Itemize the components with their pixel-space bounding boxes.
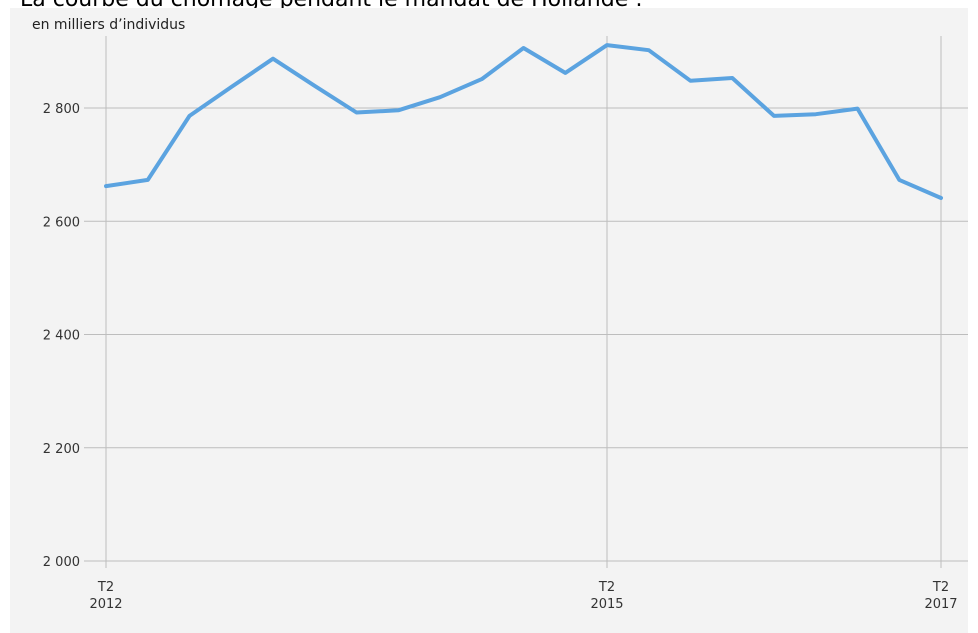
series-layer — [104, 43, 943, 200]
x-tick-year: 2012 — [89, 597, 122, 612]
x-tick-quarter: T2 — [97, 580, 114, 595]
x-tick-year: 2017 — [924, 597, 957, 612]
vertical-grid-layer — [105, 36, 942, 568]
y-tick-label: 2 800 — [43, 102, 80, 117]
chart-panel: en milliers d’individus 2 000 2 200 2 400 2… — [10, 8, 968, 633]
x-tick-quarter: T2 — [932, 580, 949, 595]
y-tick-label: 2 200 — [43, 442, 80, 457]
unit-label: en milliers d’individus — [32, 17, 186, 33]
y-tick-label: 2 600 — [43, 215, 80, 230]
chart-title: La courbe du chômage pendant le mandat d… — [20, 0, 643, 12]
x-tick-quarter: T2 — [598, 580, 615, 595]
x-axis-ticks: T2 2012 T2 2015 T2 2017 — [89, 580, 957, 612]
x-tick-year: 2015 — [590, 597, 623, 612]
series-line — [104, 43, 943, 200]
grid-layer — [84, 107, 968, 562]
y-axis-ticks: 2 000 2 200 2 400 2 600 2 800 — [43, 102, 80, 570]
y-tick-label: 2 400 — [43, 329, 80, 344]
y-tick-label: 2 000 — [43, 555, 80, 570]
